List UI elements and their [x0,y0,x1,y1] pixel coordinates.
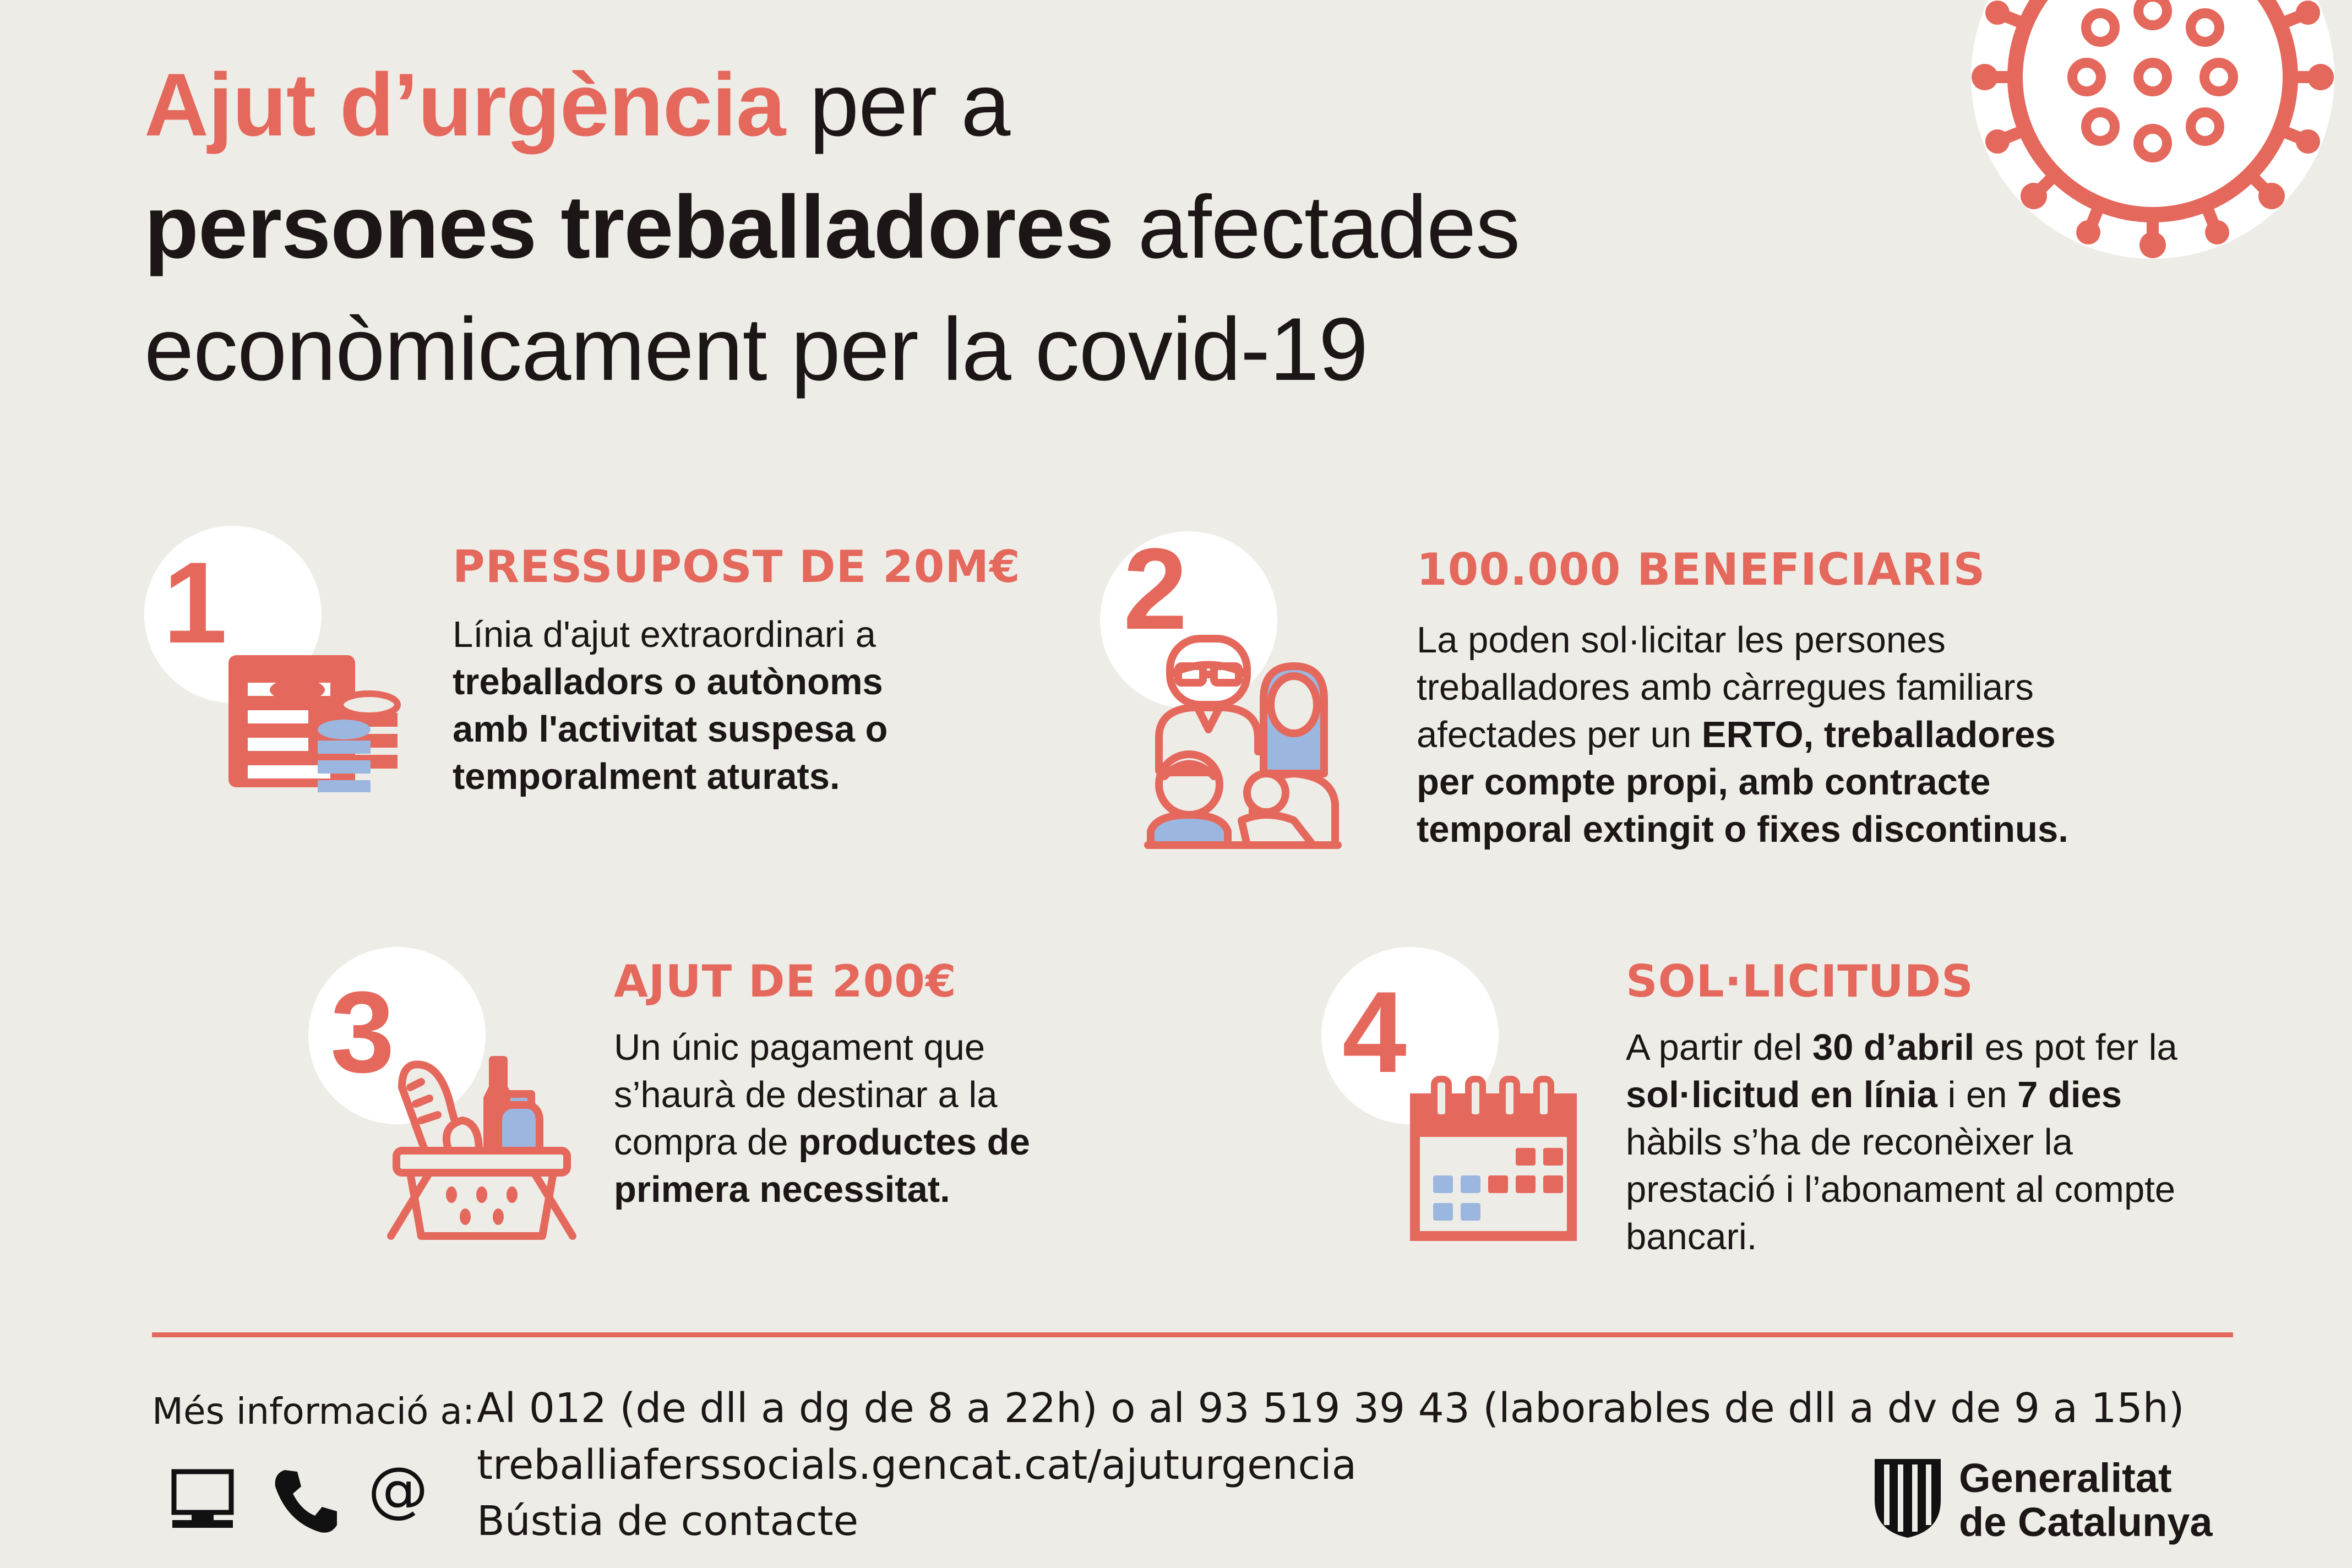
section-2-heading: 100.000 BENEFICIARIS [1417,544,1986,595]
title-line-2: persones treballadores afectades [144,177,1520,277]
section-3-line: compra de productes de [614,1121,1030,1163]
section-2-number: 2 [1123,524,1188,654]
section-4-line: A partir del 30 d’abril es pot fer la [1626,1027,2177,1068]
family-icon [1144,633,1357,849]
section-1-line: Línia d'ajut extraordinari a [453,614,876,655]
website-link[interactable]: treballiaferssocials.gencat.cat/ajuturge… [477,1441,1357,1489]
calendar-icon [1410,1076,1577,1242]
section-4-line: hàbils s’ha de reconèixer la [1626,1121,2073,1163]
section-3-line: Un únic pagament que [614,1027,986,1068]
section-1-number: 1 [163,538,227,667]
section-4-number: 4 [1342,967,1407,1097]
section-3-text: Un únic pagament que s’haurà de destinar… [614,1024,1030,1213]
at-icon[interactable]: @ [368,1454,428,1525]
section-2-line: temporal extingit o fixes discontinus. [1417,809,2068,850]
section-4-line: bancari. [1626,1216,1757,1257]
money-stack-icon [226,652,402,796]
computer-icon[interactable] [170,1467,236,1536]
section-2-line: treballadores amb càrregues familiars [1417,667,2034,708]
footer-divider [152,1332,2233,1337]
page-title: Ajut d’urgència per a persones treballad… [144,44,1961,411]
title-line-3: econòmicament per la covid-19 [144,299,1368,399]
section-1-line: temporalment aturats. [453,756,840,797]
phone-icon[interactable] [271,1467,340,1539]
section-1-line: amb l'activitat suspesa o [453,709,888,750]
generalitat-logo-text: Generalitat de Catalunya [1959,1455,2213,1545]
section-3-line: s’haurà de destinar a la [614,1074,998,1115]
contact-link[interactable]: Bústia de contacte [477,1498,859,1545]
section-2-line: La poden sol·licitar les persones [1417,619,1946,661]
section-4-text: A partir del 30 d’abril es pot fer la so… [1626,1024,2177,1261]
more-info-label: Més informació a: [152,1390,475,1433]
shopping-basket-icon [387,1049,578,1242]
title-line-1: Ajut d’urgència per a [144,55,1010,155]
phone-info-text: Al 012 (de dll a dg de 8 a 22h) o al 93 … [477,1385,2185,1432]
section-4-line: sol·licitud en línia i en 7 dies [1626,1074,2122,1115]
section-3-number-circle [308,947,486,1124]
section-1-heading: PRESSUPOST DE 20M€ [453,541,1021,592]
section-3-heading: AJUT DE 200€ [614,956,957,1007]
section-4-line: prestació i l’abonament al compte [1626,1169,2176,1210]
section-2-text: La poden sol·licitar les persones trebal… [1417,617,2068,853]
generalitat-logo-icon [1872,1456,1943,1542]
section-3-line: primera necessitat. [614,1169,950,1210]
virus-icon [1960,0,2352,308]
section-1-line: treballadors o autònoms [453,661,883,703]
section-1-text: Línia d'ajut extraordinari a treballador… [453,611,888,801]
section-3-number: 3 [330,967,395,1097]
section-2-line: per compte propi, amb contracte [1417,761,1991,803]
section-2-line: afectades per un ERTO, treballadores [1417,714,2056,755]
section-4-heading: SOL·LICITUDS [1626,956,1974,1007]
